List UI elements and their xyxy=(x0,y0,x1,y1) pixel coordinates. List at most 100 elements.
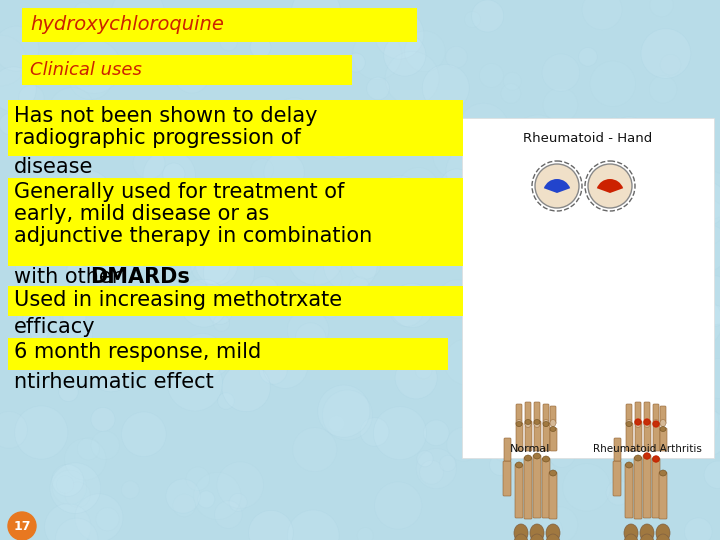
Circle shape xyxy=(213,315,230,332)
Circle shape xyxy=(250,37,271,58)
Ellipse shape xyxy=(542,456,549,462)
Ellipse shape xyxy=(644,420,650,424)
Circle shape xyxy=(464,11,481,28)
Circle shape xyxy=(544,370,577,404)
Circle shape xyxy=(698,359,720,399)
Circle shape xyxy=(194,472,241,519)
Circle shape xyxy=(74,2,92,21)
Circle shape xyxy=(541,342,572,373)
Text: Used in increasing methotrxate: Used in increasing methotrxate xyxy=(14,290,342,310)
Circle shape xyxy=(532,414,568,449)
FancyBboxPatch shape xyxy=(634,457,642,519)
FancyBboxPatch shape xyxy=(659,472,667,519)
Circle shape xyxy=(649,76,677,103)
Circle shape xyxy=(195,242,238,285)
Circle shape xyxy=(313,265,342,293)
Circle shape xyxy=(446,46,467,68)
FancyBboxPatch shape xyxy=(626,404,632,424)
Text: early, mild disease or as: early, mild disease or as xyxy=(14,204,269,224)
Circle shape xyxy=(167,356,222,411)
Circle shape xyxy=(508,219,546,256)
Circle shape xyxy=(682,409,720,457)
Circle shape xyxy=(563,312,588,337)
Circle shape xyxy=(667,237,714,284)
Circle shape xyxy=(191,245,230,285)
Circle shape xyxy=(204,247,254,298)
Ellipse shape xyxy=(656,524,670,540)
Ellipse shape xyxy=(514,534,528,540)
Circle shape xyxy=(25,137,55,166)
Circle shape xyxy=(217,183,252,218)
Circle shape xyxy=(543,88,577,123)
Circle shape xyxy=(192,338,230,376)
Circle shape xyxy=(248,209,290,251)
Circle shape xyxy=(349,277,369,297)
Circle shape xyxy=(122,412,166,456)
Ellipse shape xyxy=(660,470,667,476)
Circle shape xyxy=(503,72,521,90)
Circle shape xyxy=(229,494,247,511)
Ellipse shape xyxy=(550,420,556,427)
FancyBboxPatch shape xyxy=(525,402,531,425)
Text: hydroxychloroquine: hydroxychloroquine xyxy=(30,16,224,35)
Circle shape xyxy=(217,393,234,409)
Text: with other: with other xyxy=(14,267,127,287)
Circle shape xyxy=(411,341,431,361)
Circle shape xyxy=(518,164,573,219)
Circle shape xyxy=(52,464,84,496)
Circle shape xyxy=(602,234,633,266)
Circle shape xyxy=(577,143,611,177)
Circle shape xyxy=(77,228,108,259)
Circle shape xyxy=(67,249,113,295)
Ellipse shape xyxy=(656,534,670,540)
Circle shape xyxy=(582,0,622,30)
Circle shape xyxy=(186,467,210,490)
Circle shape xyxy=(152,183,183,214)
Circle shape xyxy=(63,306,86,329)
Circle shape xyxy=(480,64,503,87)
Circle shape xyxy=(420,460,444,484)
Circle shape xyxy=(0,26,39,71)
Circle shape xyxy=(440,455,456,471)
FancyBboxPatch shape xyxy=(22,8,417,42)
Circle shape xyxy=(8,512,36,540)
Circle shape xyxy=(613,269,654,310)
Circle shape xyxy=(352,30,402,79)
Text: Has not been shown to delay: Has not been shown to delay xyxy=(14,106,318,126)
Circle shape xyxy=(513,459,544,490)
Ellipse shape xyxy=(524,455,531,461)
Circle shape xyxy=(535,164,579,208)
FancyBboxPatch shape xyxy=(22,55,352,85)
Circle shape xyxy=(463,362,510,409)
Circle shape xyxy=(649,0,673,17)
Circle shape xyxy=(595,141,634,181)
Circle shape xyxy=(71,198,89,217)
Circle shape xyxy=(209,301,232,325)
FancyBboxPatch shape xyxy=(504,438,511,461)
Circle shape xyxy=(479,315,534,370)
Circle shape xyxy=(704,305,720,326)
Circle shape xyxy=(395,357,437,399)
Circle shape xyxy=(375,176,424,225)
Text: efficacy: efficacy xyxy=(14,317,96,337)
Circle shape xyxy=(532,237,588,292)
FancyBboxPatch shape xyxy=(8,100,463,156)
Circle shape xyxy=(506,145,557,197)
Circle shape xyxy=(45,504,91,540)
Circle shape xyxy=(22,307,50,335)
Circle shape xyxy=(542,54,580,91)
Circle shape xyxy=(529,177,551,198)
Circle shape xyxy=(446,428,480,461)
Circle shape xyxy=(644,453,650,459)
Circle shape xyxy=(563,464,611,511)
Circle shape xyxy=(288,230,343,285)
Circle shape xyxy=(318,385,370,437)
Circle shape xyxy=(641,29,690,78)
Circle shape xyxy=(384,34,426,76)
Circle shape xyxy=(9,208,43,244)
Circle shape xyxy=(217,462,264,508)
FancyBboxPatch shape xyxy=(525,421,532,451)
Text: ntirheumatic effect: ntirheumatic effect xyxy=(14,372,214,392)
Ellipse shape xyxy=(653,420,659,427)
Circle shape xyxy=(112,0,164,40)
